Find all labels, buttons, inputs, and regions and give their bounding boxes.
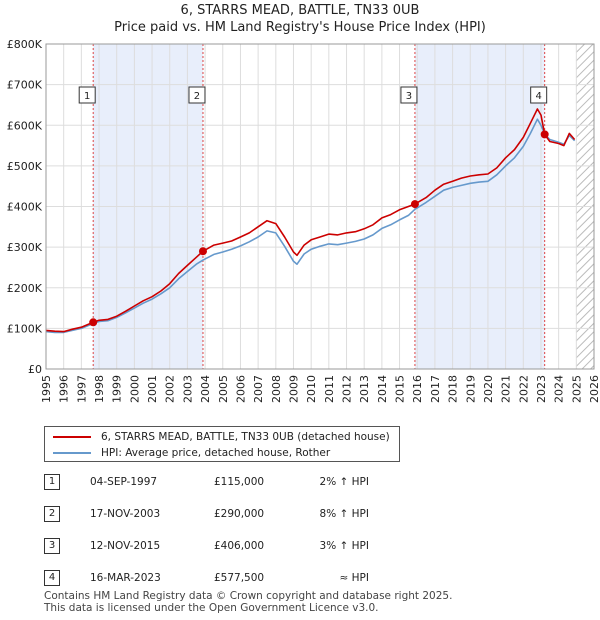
x-tick-label: 2014 (376, 375, 389, 403)
transaction-box (530, 86, 548, 104)
chart-title: 6, STARRS MEAD, BATTLE, TN33 0UB (180, 3, 420, 18)
chart-subtitle: Price paid vs. HM Land Registry's House … (114, 20, 486, 35)
transaction-hpi-delta: ≈ HPI (339, 572, 369, 584)
transaction-box-label: 1 (84, 91, 90, 102)
transaction-row: 3 12-NOV-2015 £406,000 3% ↑ HPI (44, 538, 444, 556)
price-chart: 1 2 3 4 £0 £100K £200K £300K £400K £500K £600K £700… (7, 38, 600, 403)
x-tick-label: 2018 (447, 375, 460, 403)
x-tick-label: 2010 (305, 375, 318, 403)
x-tick-label: 2025 (570, 375, 583, 403)
transaction-box-label: 3 (406, 91, 412, 102)
x-tick-label: 2008 (270, 375, 283, 403)
x-tick-label: 2026 (588, 375, 600, 403)
x-tick-label: 2024 (553, 375, 566, 403)
y-tick-label: £700K (7, 79, 43, 92)
x-tick-label: 1995 (40, 375, 53, 403)
x-tick-label: 2001 (146, 375, 159, 403)
x-tick-label: 2002 (164, 375, 177, 403)
sale-point (198, 247, 207, 256)
transaction-price: £290,000 (214, 508, 265, 520)
x-tick-label: 2019 (464, 375, 477, 403)
sale-point (89, 318, 98, 327)
x-tick-label: 2006 (234, 375, 247, 403)
series-line-property (45, 108, 576, 333)
transaction-box (400, 86, 418, 104)
y-tick-label: £0 (28, 363, 42, 376)
plot-border (45, 43, 595, 370)
transaction-number: 3 (44, 538, 60, 554)
x-tick-label: 2003 (181, 375, 194, 403)
legend-swatch-property (53, 436, 91, 438)
transaction-number: 4 (44, 570, 60, 586)
transaction-date: 17-NOV-2003 (90, 508, 161, 520)
x-tick-label: 2015 (394, 375, 407, 403)
x-tick-label: 1999 (111, 375, 124, 403)
transaction-row: 4 16-MAR-2023 £577,500 ≈ HPI (44, 570, 444, 588)
transaction-number: 1 (44, 474, 60, 490)
y-tick-label: £400K (7, 201, 43, 214)
transaction-number: 2 (44, 506, 60, 522)
transaction-date: 04-SEP-1997 (90, 476, 158, 488)
x-tick-label: 2012 (341, 375, 354, 403)
y-tick-label: £600K (7, 119, 43, 132)
transaction-hpi-delta: 8% ↑ HPI (319, 508, 369, 520)
x-tick-label: 1996 (58, 375, 71, 403)
footer: Contains HM Land Registry data © Crown c… (44, 590, 452, 614)
transaction-box-label: 4 (535, 91, 541, 102)
x-tick-label: 2009 (287, 375, 300, 403)
transaction-price: £577,500 (214, 572, 265, 584)
legend-item-property: 6, STARRS MEAD, BATTLE, TN33 0UB (detach… (53, 430, 390, 444)
transaction-box (188, 86, 206, 104)
series-line-hpi (45, 118, 576, 334)
legend-label-property: 6, STARRS MEAD, BATTLE, TN33 0UB (detach… (101, 431, 390, 443)
y-tick-label: £300K (7, 241, 43, 254)
x-tick-label: 2022 (517, 375, 530, 403)
legend-item-hpi: HPI: Average price, detached house, Roth… (53, 446, 330, 460)
transaction-date: 12-NOV-2015 (90, 540, 161, 552)
footer-copyright: Contains HM Land Registry data © Crown c… (44, 590, 453, 602)
x-tick-label: 1997 (75, 375, 88, 403)
transaction-box-label: 2 (194, 91, 200, 102)
y-tick-label: £200K (7, 282, 43, 295)
transaction-hpi-delta: 2% ↑ HPI (319, 476, 369, 488)
x-tick-label: 2011 (323, 375, 336, 403)
y-tick-label: £500K (7, 160, 43, 173)
x-tick-label: 2013 (358, 375, 371, 403)
y-tick-label: £100K (7, 322, 43, 335)
x-tick-label: 2021 (500, 375, 513, 403)
x-tick-label: 1998 (93, 375, 106, 403)
transaction-box (78, 86, 96, 104)
transaction-price: £406,000 (214, 540, 265, 552)
x-tick-label: 2016 (411, 375, 424, 403)
legend-swatch-hpi (53, 452, 91, 454)
x-tick-label: 2004 (199, 375, 212, 403)
sale-point (410, 200, 419, 209)
footer-licence: This data is licensed under the Open Gov… (44, 602, 379, 614)
x-tick-label: 2000 (128, 375, 141, 403)
sale-point (540, 130, 549, 139)
x-tick-label: 2017 (429, 375, 442, 403)
y-tick-label: £800K (7, 38, 43, 51)
transaction-row: 2 17-NOV-2003 £290,000 8% ↑ HPI (44, 506, 444, 524)
transaction-row: 1 04-SEP-1997 £115,000 2% ↑ HPI (44, 474, 444, 492)
x-tick-label: 2023 (535, 375, 548, 403)
x-tick-label: 2020 (482, 375, 495, 403)
legend-label-hpi: HPI: Average price, detached house, Roth… (101, 447, 331, 459)
x-tick-label: 2007 (252, 375, 265, 403)
transaction-price: £115,000 (214, 476, 265, 488)
chart-legend: 6, STARRS MEAD, BATTLE, TN33 0UB (detach… (44, 426, 400, 462)
x-tick-label: 2005 (217, 375, 230, 403)
transaction-hpi-delta: 3% ↑ HPI (319, 540, 369, 552)
transaction-date: 16-MAR-2023 (90, 572, 161, 584)
